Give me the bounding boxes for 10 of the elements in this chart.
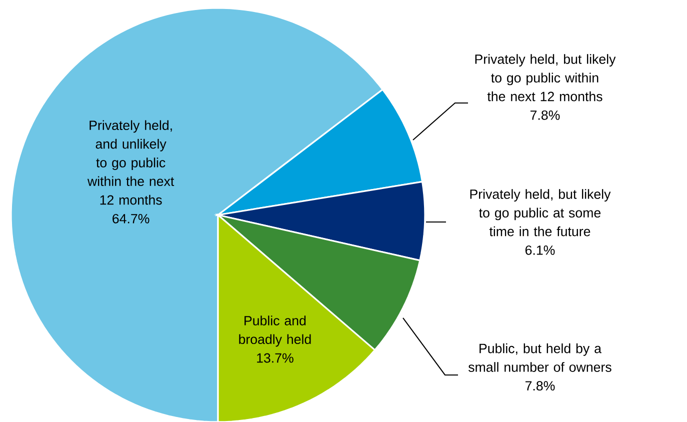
slice-label: Public, but held by a small number of owners [468, 343, 612, 372]
data-label: 7.8% [530, 110, 560, 120]
data-label: 13.7% [257, 353, 294, 363]
slice-label: Privately held, but likely to go public within the next 12 months [475, 54, 616, 102]
data-label: 6.1% [525, 245, 555, 255]
slice-label: Privately held, and unlikely to go public within the next 12 months [87, 120, 174, 205]
slice-label: Privately held, but likely to go public at some time in the future [470, 189, 611, 236]
data-label: 7.8% [525, 381, 555, 391]
slice-label: Public and broadly held [239, 316, 311, 347]
data-label: 64.7% [112, 214, 150, 224]
